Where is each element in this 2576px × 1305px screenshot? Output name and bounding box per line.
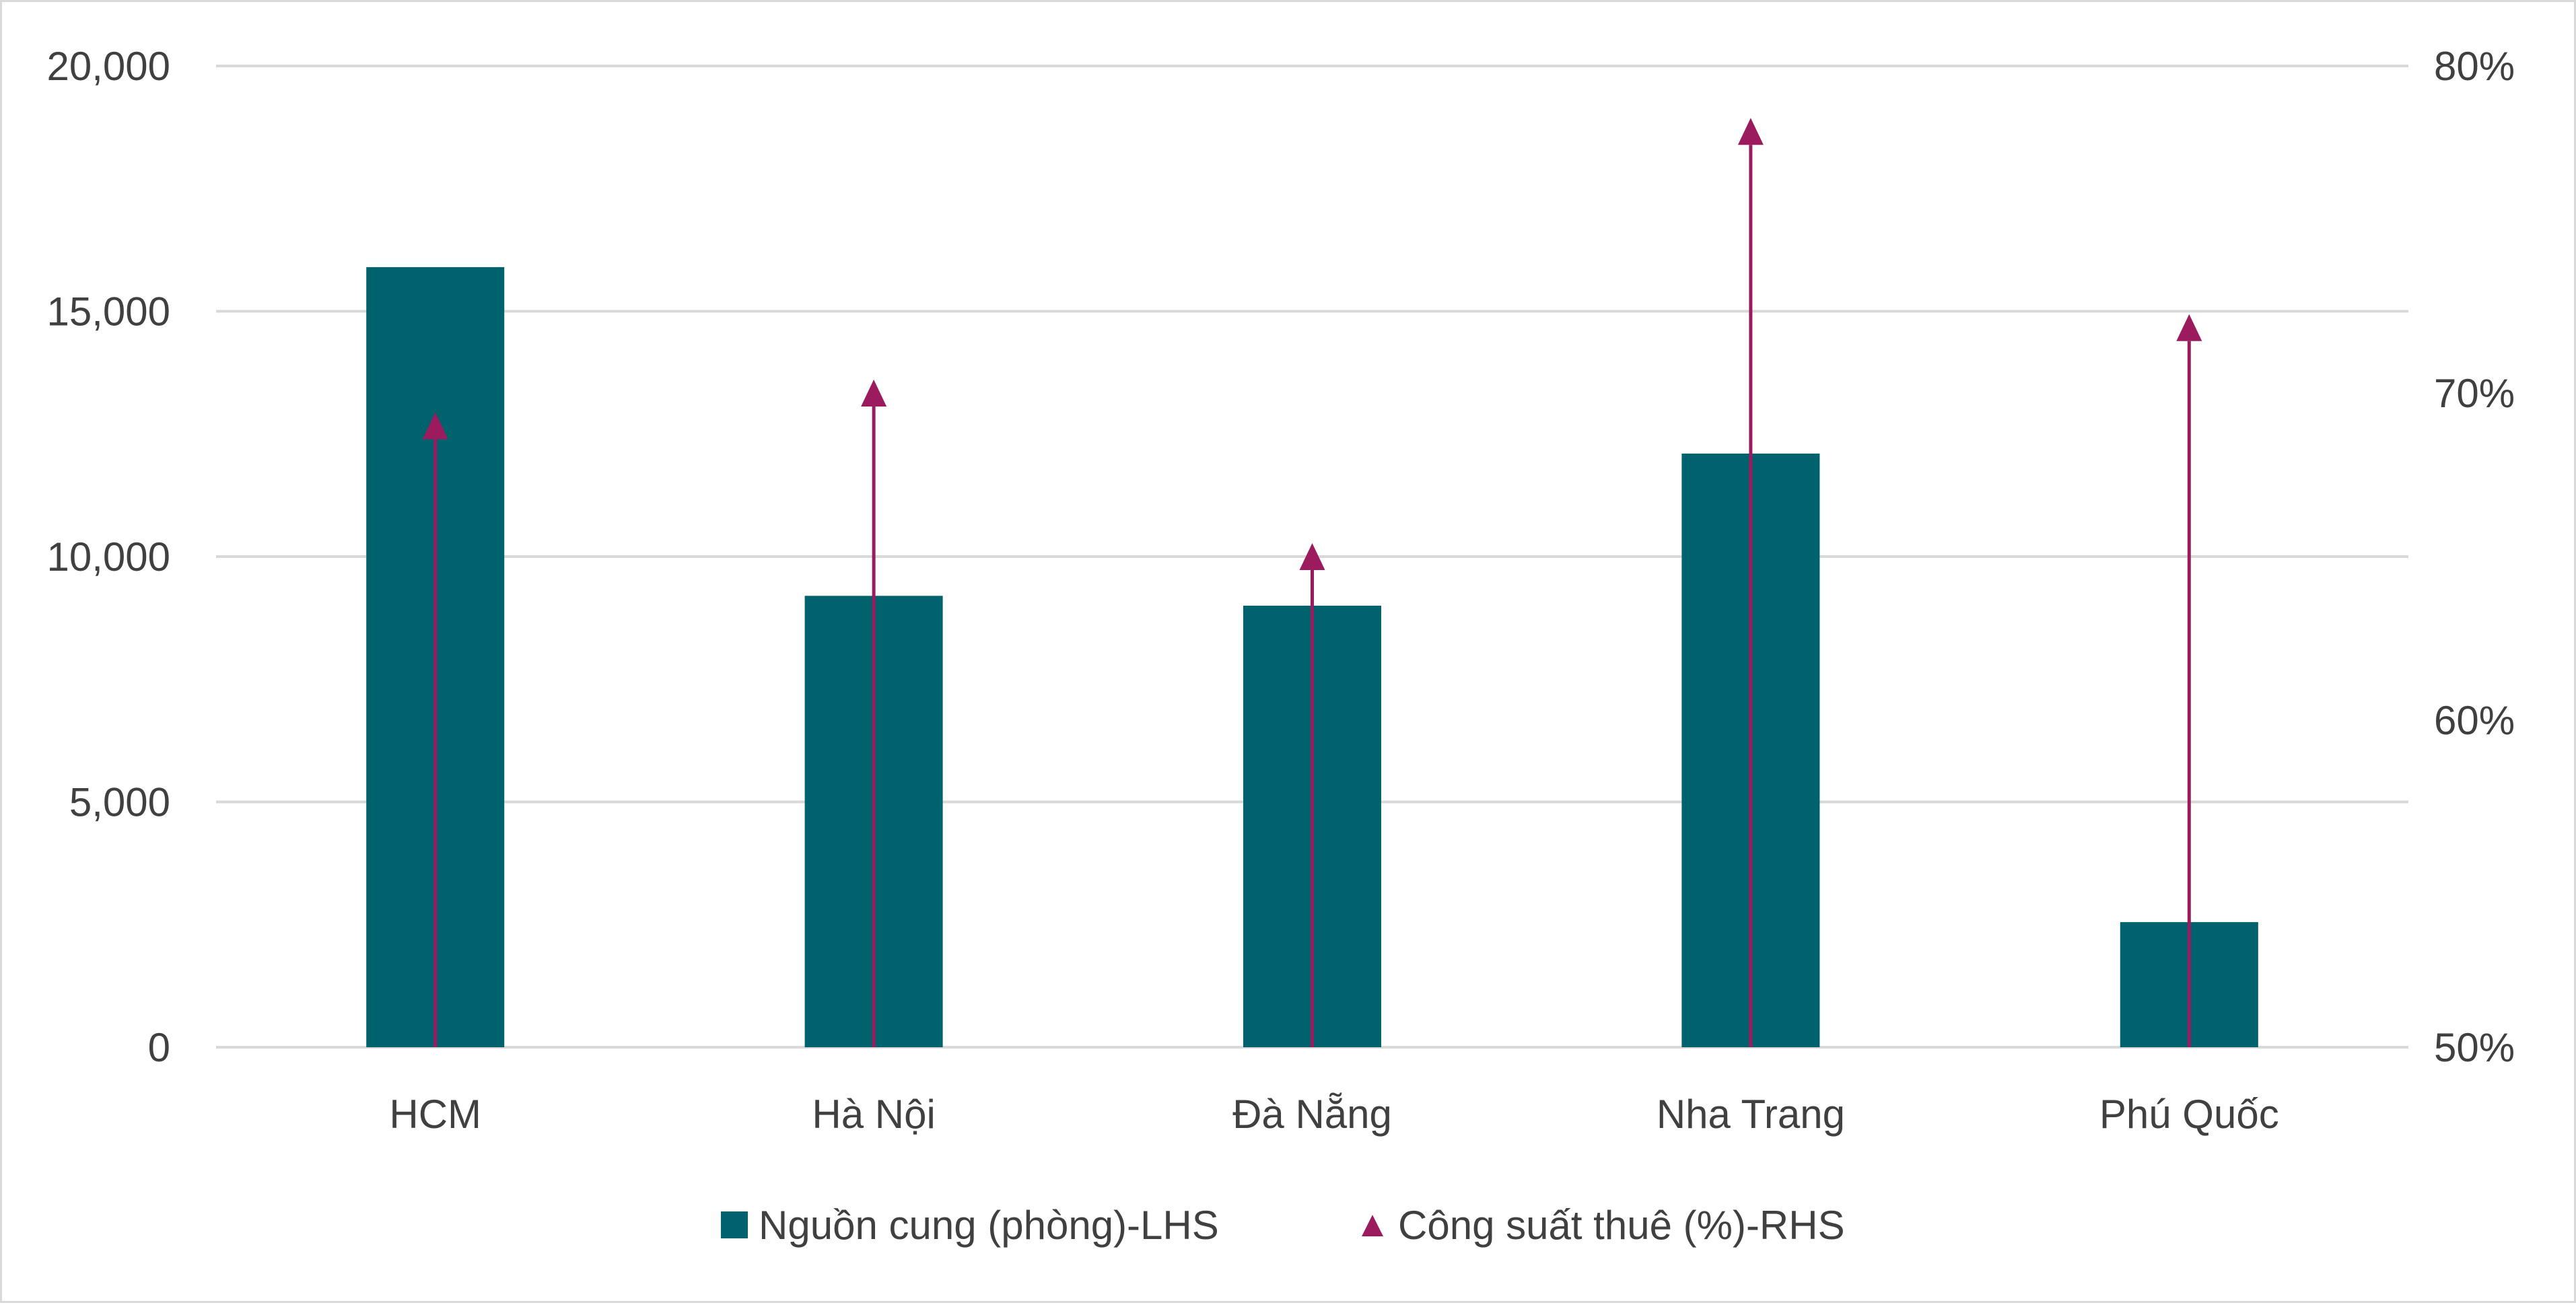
legend-swatch-bar (721, 1211, 748, 1238)
right-tick-label: 60% (2434, 698, 2515, 743)
left-tick-label: 15,000 (46, 289, 170, 334)
category-label: HCM (389, 1092, 481, 1137)
right-tick-label: 50% (2434, 1025, 2515, 1070)
left-axis: 0 5,000 10,000 15,000 20,000 (46, 44, 170, 1070)
marker-point (1737, 118, 1764, 145)
category-label: Đà Nẵng (1232, 1092, 1392, 1137)
marker-point (1299, 543, 1325, 570)
x-axis: HCM Hà Nội Đà Nẵng Nha Trang Phú Quốc (389, 1092, 2278, 1137)
legend-label-bar: Nguồn cung (phòng)-LHS (759, 1203, 1219, 1248)
legend-label-marker: Công suất thuê (%)-RHS (1398, 1203, 1845, 1248)
category-label: Phú Quốc (2099, 1092, 2279, 1137)
category-label: Hà Nội (812, 1092, 935, 1137)
marker-point (422, 412, 448, 439)
left-tick-label: 20,000 (46, 44, 170, 89)
markers (422, 118, 2202, 1047)
right-tick-label: 80% (2434, 44, 2515, 89)
marker-point (861, 380, 887, 407)
legend-swatch-marker (1362, 1215, 1383, 1236)
marker-point (2176, 314, 2202, 341)
right-axis: 50% 60% 70% 80% (2434, 44, 2515, 1070)
legend: Nguồn cung (phòng)-LHS Công suất thuê (%… (721, 1203, 1845, 1248)
left-tick-label: 5,000 (69, 780, 170, 825)
left-tick-label: 10,000 (46, 534, 170, 579)
right-tick-label: 70% (2434, 371, 2515, 416)
category-label: Nha Trang (1657, 1092, 1845, 1137)
left-tick-label: 0 (148, 1025, 170, 1070)
